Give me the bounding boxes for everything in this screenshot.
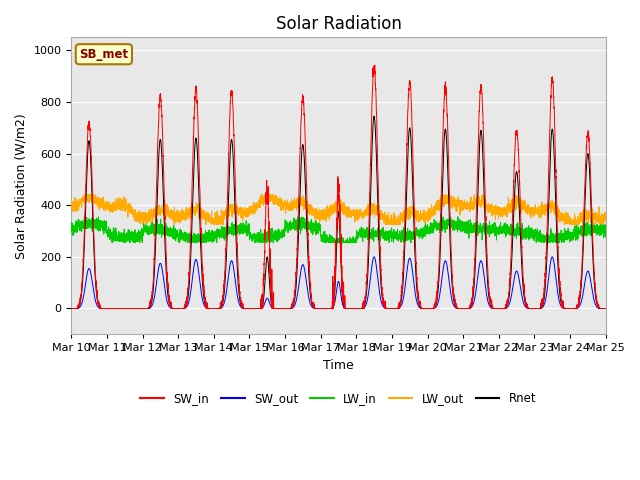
SW_out — [67, 306, 75, 312]
LW_out — [81, 192, 89, 198]
Line: SW_out: SW_out — [71, 257, 605, 309]
LW_out — [164, 211, 172, 216]
Text: SB_met: SB_met — [79, 48, 129, 61]
SW_out — [458, 306, 466, 312]
SW_in — [602, 306, 609, 312]
SW_in — [458, 306, 466, 312]
SW_out — [429, 306, 436, 312]
Legend: SW_in, SW_out, LW_in, LW_out, Rnet: SW_in, SW_out, LW_in, LW_out, Rnet — [136, 388, 541, 410]
LW_out — [602, 209, 609, 215]
Rnet — [429, 306, 436, 312]
Line: LW_in: LW_in — [71, 217, 605, 242]
SW_out — [370, 254, 378, 260]
Rnet — [458, 306, 466, 312]
LW_in — [458, 226, 466, 231]
Rnet — [319, 306, 326, 312]
LW_out — [319, 215, 326, 221]
LW_in — [164, 233, 172, 239]
Line: LW_out: LW_out — [71, 195, 605, 225]
Rnet — [67, 306, 75, 312]
LW_in — [122, 240, 129, 245]
LW_out — [67, 203, 75, 208]
SW_in — [371, 62, 379, 68]
LW_in — [95, 214, 102, 220]
SW_out — [163, 299, 171, 305]
LW_out — [458, 202, 466, 208]
LW_out — [602, 213, 609, 219]
SW_in — [488, 304, 496, 310]
Line: SW_in: SW_in — [71, 65, 605, 309]
LW_in — [602, 222, 609, 228]
Rnet — [602, 306, 609, 312]
Y-axis label: Solar Radiation (W/m2): Solar Radiation (W/m2) — [15, 113, 28, 259]
Rnet — [370, 113, 378, 119]
LW_out — [489, 211, 497, 216]
SW_in — [601, 306, 609, 312]
Rnet — [163, 286, 171, 292]
Title: Solar Radiation: Solar Radiation — [275, 15, 401, 33]
SW_out — [601, 306, 609, 312]
X-axis label: Time: Time — [323, 359, 354, 372]
Rnet — [601, 306, 609, 312]
SW_in — [429, 306, 436, 312]
Rnet — [488, 305, 496, 311]
LW_out — [429, 213, 436, 218]
SW_in — [163, 273, 171, 279]
LW_in — [319, 236, 326, 242]
SW_out — [602, 306, 609, 312]
LW_in — [602, 234, 609, 240]
SW_out — [488, 306, 496, 312]
LW_in — [67, 228, 75, 234]
LW_in — [489, 229, 497, 235]
SW_in — [319, 306, 326, 312]
LW_in — [429, 221, 436, 227]
Line: Rnet: Rnet — [71, 116, 605, 309]
SW_out — [319, 306, 326, 312]
SW_in — [67, 306, 75, 312]
LW_out — [139, 222, 147, 228]
